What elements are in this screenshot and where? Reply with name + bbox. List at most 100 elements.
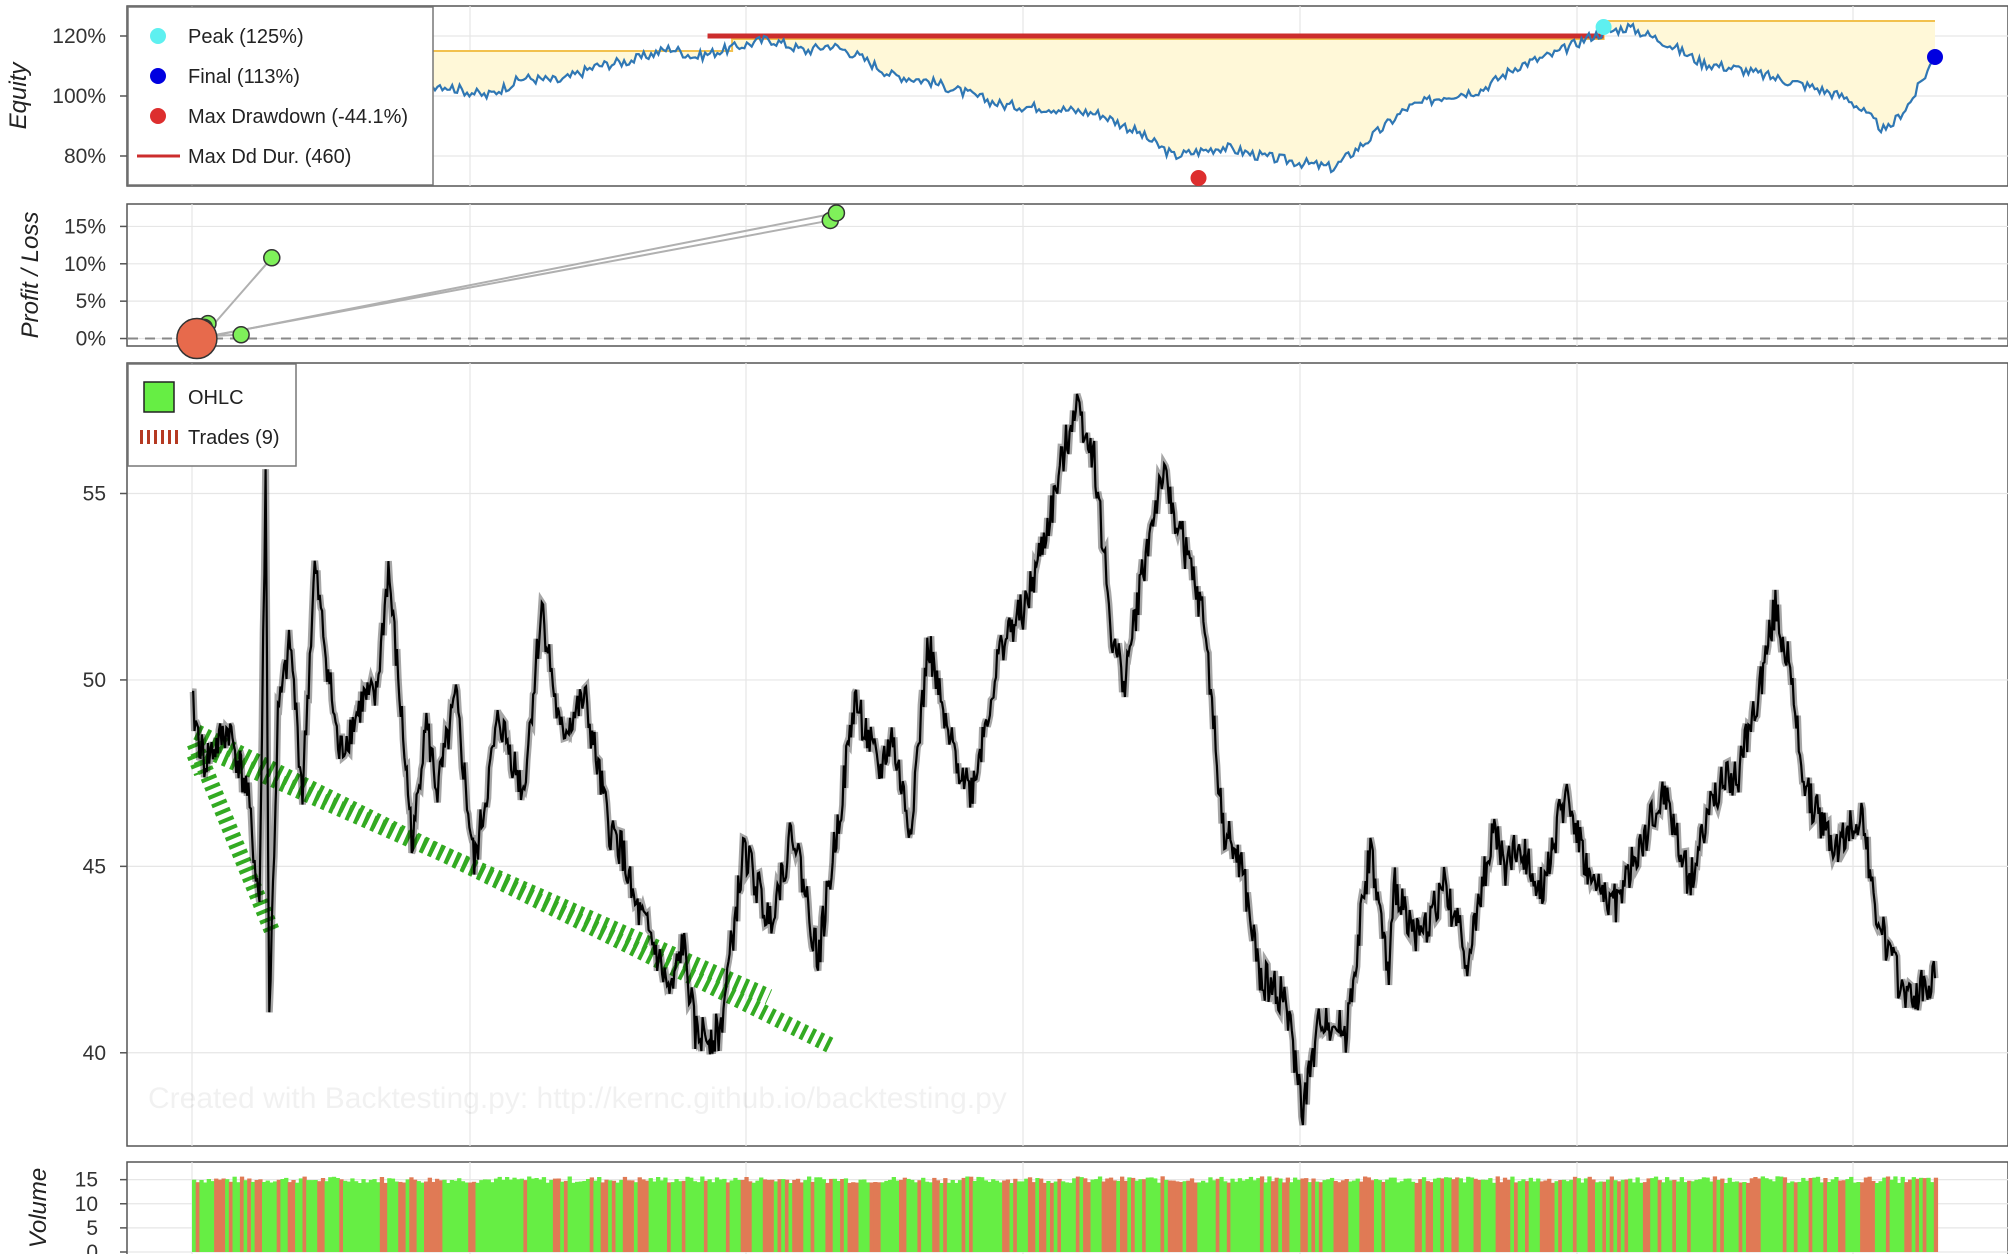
volume-bar xyxy=(1039,1178,1044,1252)
volume-bar xyxy=(759,1177,764,1252)
volume-bar xyxy=(1495,1176,1500,1252)
volume-bar xyxy=(1392,1177,1397,1252)
volume-bar xyxy=(770,1179,775,1252)
volume-bar xyxy=(862,1179,867,1252)
volume-bar xyxy=(523,1180,528,1252)
volume-bar xyxy=(1204,1182,1209,1252)
volume-bar xyxy=(586,1179,591,1252)
legend-peak-icon xyxy=(150,28,166,44)
volume-bar xyxy=(1473,1178,1478,1252)
volume-bar xyxy=(1186,1180,1191,1252)
volume-bar xyxy=(1252,1180,1257,1252)
volume-bar xyxy=(729,1180,734,1252)
volume-bar xyxy=(674,1179,679,1252)
volume-bar xyxy=(1514,1182,1519,1252)
volume-bar xyxy=(1838,1180,1843,1252)
pl-y-label: Profit / Loss xyxy=(17,212,44,339)
volume-bar xyxy=(379,1177,385,1252)
volume-bar xyxy=(1149,1177,1154,1252)
volume-bar xyxy=(1815,1176,1821,1252)
volume-bar xyxy=(633,1182,639,1252)
volume-bar xyxy=(1749,1178,1754,1252)
volume-bar xyxy=(983,1180,988,1252)
volume-bar xyxy=(1793,1182,1799,1252)
volume-bar xyxy=(1742,1182,1747,1252)
drawdown-fill xyxy=(192,21,1935,172)
ohlc-legend: OHLC Trades (9) xyxy=(127,363,297,467)
volume-bar xyxy=(762,1179,768,1252)
volume-bar xyxy=(376,1182,381,1252)
volume-bar xyxy=(313,1180,318,1252)
volume-bar xyxy=(1429,1182,1434,1252)
volume-bar xyxy=(1009,1183,1014,1252)
volume-bar xyxy=(1753,1177,1758,1252)
volume-bar xyxy=(1410,1181,1416,1252)
equity-y-ticks: 80% 100% 120% xyxy=(52,25,127,168)
volume-bar xyxy=(1031,1182,1036,1252)
volume-bar xyxy=(1801,1177,1806,1252)
legend-max-drawdown-icon xyxy=(150,108,166,124)
volume-bar xyxy=(530,1178,536,1252)
volume-bar xyxy=(578,1181,583,1252)
volume-bar xyxy=(1116,1180,1121,1252)
volume-bar xyxy=(582,1181,587,1252)
volume-bar xyxy=(468,1182,473,1252)
volume-bar xyxy=(1377,1180,1382,1252)
trade-line xyxy=(187,751,210,777)
volume-bar xyxy=(1716,1179,1721,1252)
volume-bar xyxy=(405,1179,410,1252)
y-tick-label: 120% xyxy=(52,25,106,48)
volume-bar xyxy=(457,1178,462,1252)
volume-bar xyxy=(718,1179,723,1252)
volume-bar xyxy=(464,1182,469,1252)
win-trade-marker xyxy=(263,249,281,267)
volume-bar xyxy=(1363,1176,1368,1252)
volume-bar xyxy=(619,1179,624,1252)
volume-bar xyxy=(1223,1181,1228,1252)
volume-bar xyxy=(1451,1179,1456,1252)
volume-bar xyxy=(1878,1181,1883,1252)
volume-bar xyxy=(998,1182,1003,1252)
volume-bar xyxy=(788,1183,793,1252)
legend-ohlc-icon xyxy=(143,381,175,413)
volume-bar xyxy=(567,1176,572,1252)
volume-bar xyxy=(239,1176,245,1252)
volume-bar xyxy=(1433,1178,1438,1252)
volume-bar xyxy=(1075,1176,1081,1252)
volume-bar xyxy=(950,1180,955,1252)
volume-bar xyxy=(1193,1182,1198,1252)
volume-bar xyxy=(755,1180,760,1252)
volume-bar xyxy=(1208,1177,1213,1252)
volume-bar xyxy=(427,1177,432,1252)
volume-bar xyxy=(689,1177,694,1252)
volume-bar xyxy=(891,1177,896,1252)
pl-trade-points xyxy=(176,204,846,360)
volume-bar xyxy=(1882,1177,1887,1252)
volume-bar xyxy=(232,1176,237,1252)
volume-bar xyxy=(199,1180,204,1252)
volume-bar xyxy=(1687,1180,1692,1252)
volume-bar xyxy=(1307,1182,1313,1252)
volume-bar xyxy=(409,1177,414,1252)
volume-bar xyxy=(1447,1177,1452,1252)
volume-bar xyxy=(744,1177,749,1252)
legend-peak-label: Peak (125%) xyxy=(188,26,304,48)
volume-bar xyxy=(1355,1178,1360,1252)
volume-bar xyxy=(1712,1176,1718,1252)
profit-loss-panel: 0% 5% 10% 15% Profit / Loss xyxy=(17,203,2008,360)
volume-bar xyxy=(372,1179,377,1252)
volume-bar xyxy=(1539,1181,1545,1252)
volume-bar xyxy=(298,1178,304,1252)
ohlc-panel: Created with Backtesting.py: http://kern… xyxy=(83,362,2008,1147)
volume-bar xyxy=(1676,1181,1681,1252)
y-tick-label: 15 xyxy=(75,1169,98,1192)
volume-bar xyxy=(1270,1181,1276,1252)
volume-bar xyxy=(876,1182,882,1252)
volume-bar xyxy=(1919,1177,1924,1252)
volume-bar xyxy=(1760,1176,1765,1252)
volume-bar xyxy=(449,1180,455,1252)
volume-bar xyxy=(1455,1177,1460,1252)
volume-bar xyxy=(1764,1178,1769,1252)
